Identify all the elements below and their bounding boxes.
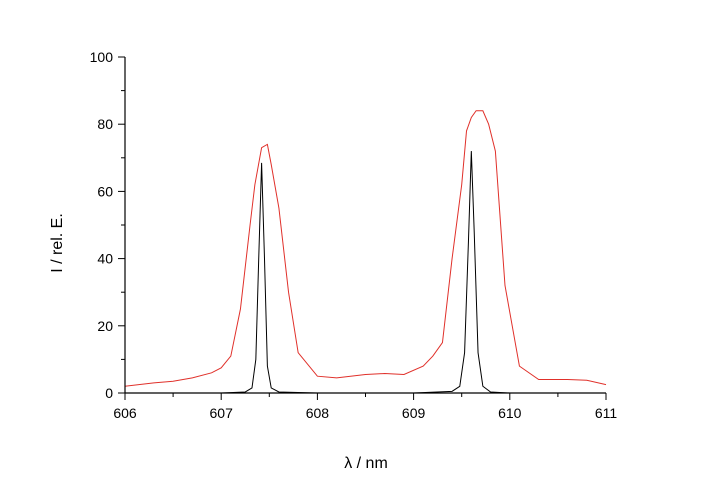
axes: 606 607 608 609 610 611 0 20 40 60 80 100 [90,49,618,421]
x-tick-label: 609 [402,405,426,421]
y-tick-label: 0 [105,385,113,401]
x-tick-label: 608 [306,405,330,421]
series-line-1 [124,110,607,387]
x-axis-label: λ / nm [344,455,388,472]
x-tick-label: 607 [210,405,234,421]
y-tick-label: 20 [97,318,113,334]
y-tick-label: 40 [97,251,113,267]
plot-area [124,110,607,394]
y-tick-label: 60 [97,183,113,199]
series-line-2 [125,151,606,394]
x-tick-label: 611 [595,405,618,421]
x-tick-label: 606 [113,405,137,421]
y-axis-label: I / rel. E. [49,213,66,273]
y-tick-label: 100 [90,49,114,65]
y-tick-label: 80 [97,116,113,132]
x-tick-label: 610 [498,405,522,421]
